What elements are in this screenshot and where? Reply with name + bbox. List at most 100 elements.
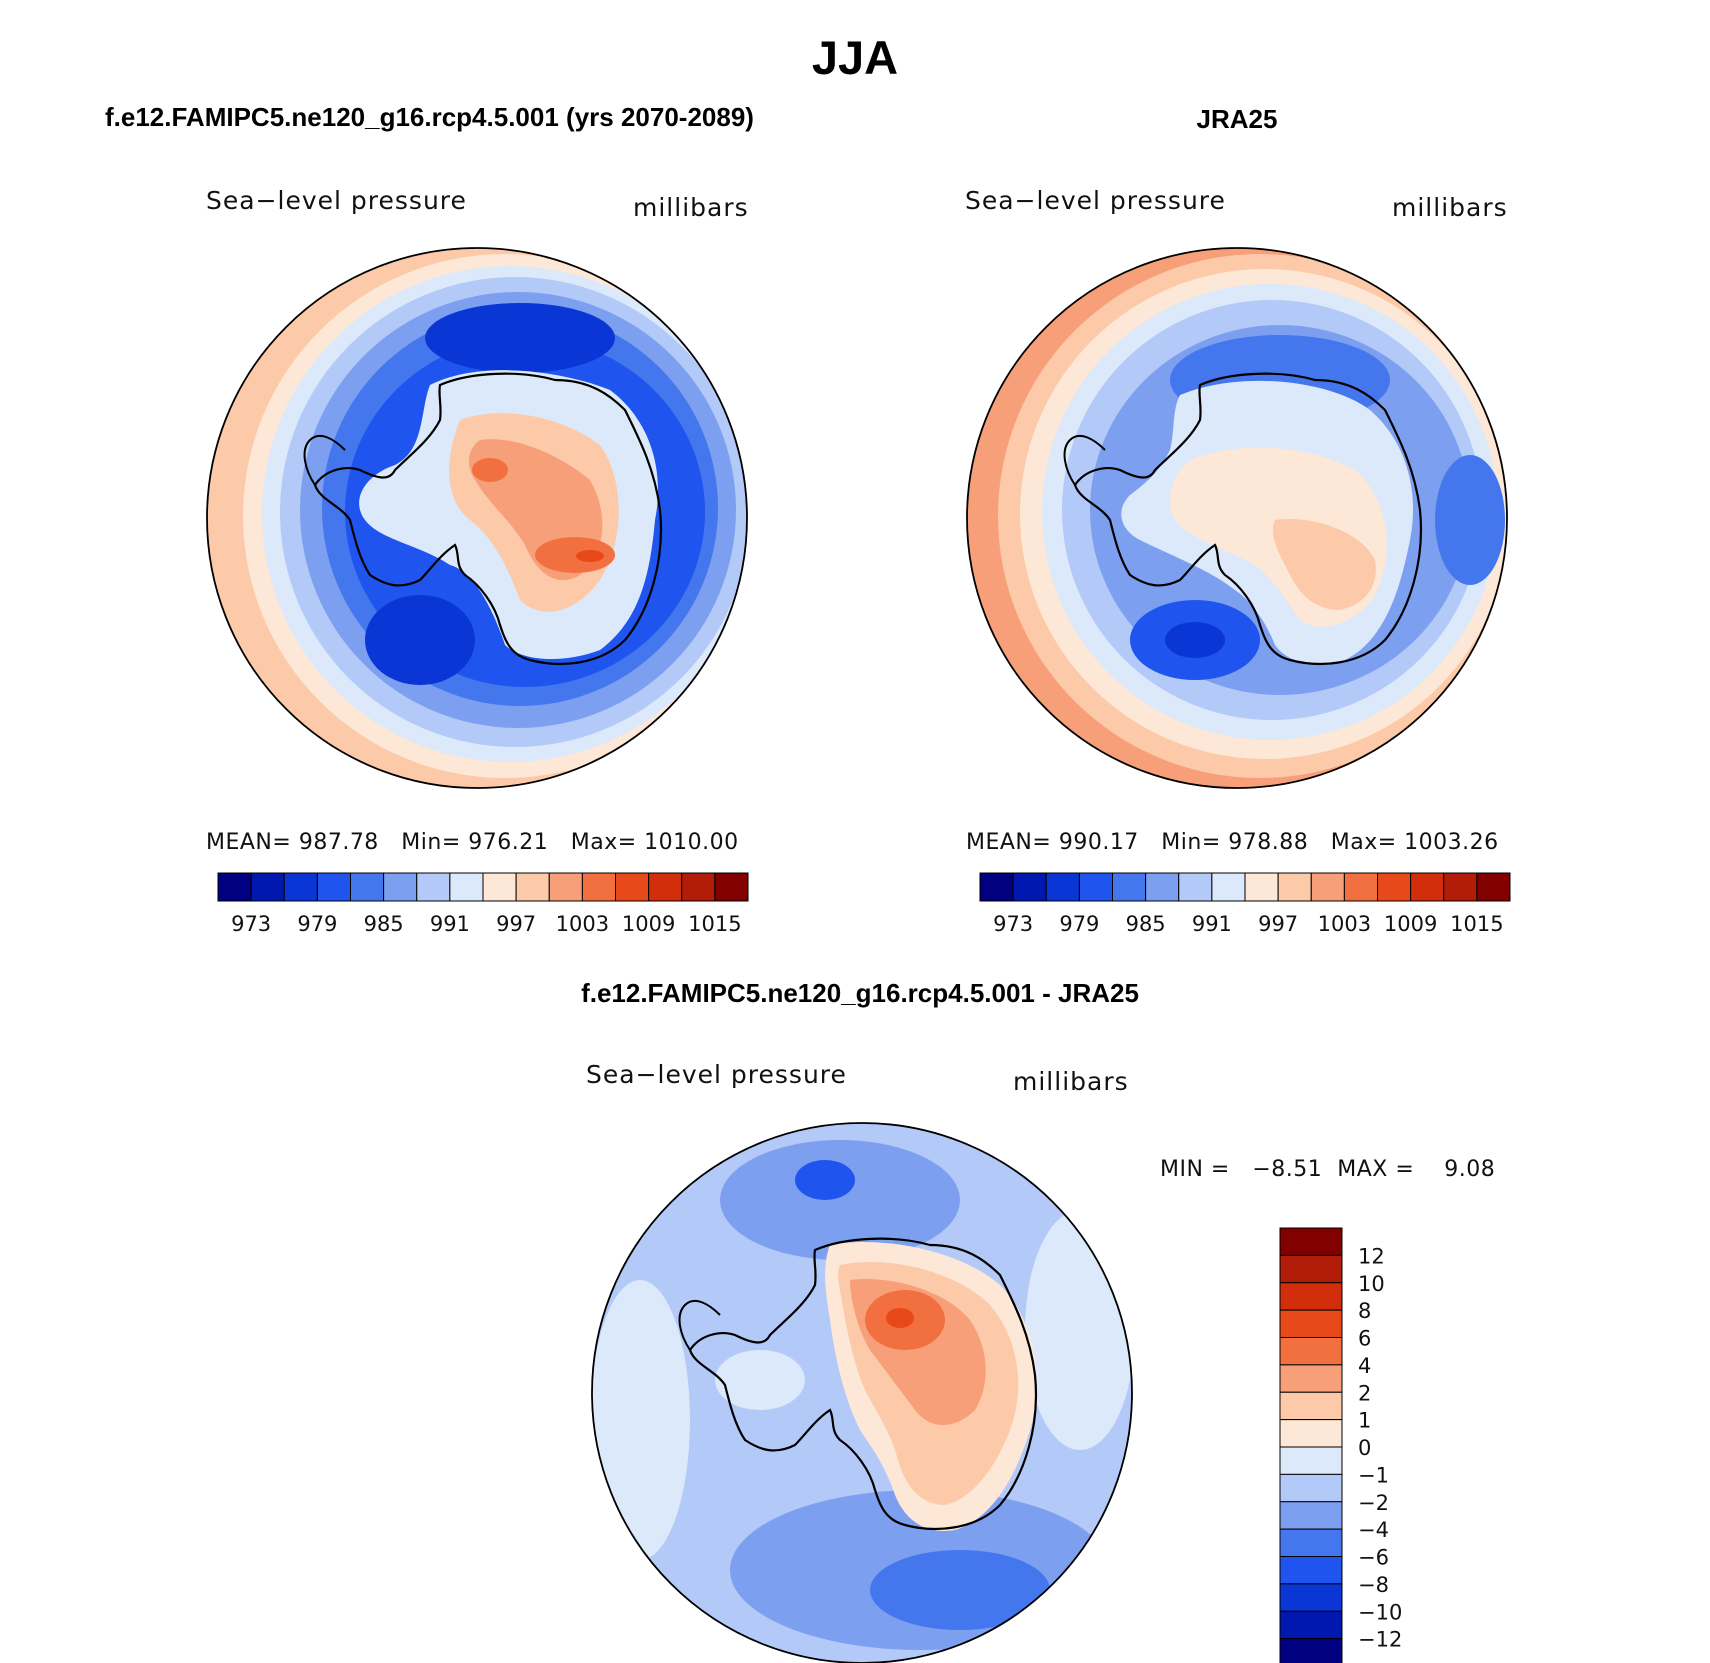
panel-3-field-peninsula-neutral [715, 1350, 805, 1410]
panel-2-colorbar-tick-label: 1003 [1318, 912, 1371, 936]
panel-2-title: JRA25 [1196, 104, 1278, 134]
panel-1-colorbar-box-4 [350, 872, 385, 902]
panel-2-colorbar-box-4 [1112, 872, 1147, 902]
panel-2-variable-label: Sea−level pressure [965, 186, 1226, 215]
panel-1-colorbar-tick-label: 991 [430, 912, 470, 936]
panel-3-colorbar-tick-label: 4 [1358, 1354, 1371, 1378]
panel-1-colorbar-box-9 [515, 872, 550, 902]
panel-1-colorbar-box-15 [714, 872, 749, 902]
panel-3-peninsula-coastline [678, 1299, 721, 1351]
panel-3-colorbar-box-12 [1279, 1556, 1343, 1585]
panel-1-colorbar-tick-label: 1015 [688, 912, 741, 936]
panel-1-colorbar-tick-label: 985 [364, 912, 404, 936]
panel-1-colorbar-box-6 [416, 872, 451, 902]
panel-3-colorbar-tick-label: −12 [1358, 1628, 1402, 1652]
panel-2-colorbar-box-5 [1145, 872, 1180, 902]
panel-3-colorbar-tick-label: −6 [1358, 1546, 1389, 1570]
panel-3-colorbar-tick-label: −2 [1358, 1491, 1389, 1515]
panel-3-title: f.e12.FAMIPC5.ne120_g16.rcp4.5.001 - JRA… [581, 978, 1139, 1008]
panel-1-field-high-4 [472, 458, 508, 482]
panel-2-field-high-2 [1272, 519, 1376, 610]
panel-1-colorbar-tick-label: 973 [231, 912, 271, 936]
panel-1-field-low-south [365, 595, 475, 685]
panel-3-colorbar-tick-label: 2 [1358, 1381, 1371, 1405]
panel-3-field-max [886, 1308, 914, 1328]
panel-1-map-boundary [206, 247, 748, 789]
panel-3-min-label: MIN = [1160, 1157, 1230, 1182]
panel-3-map-boundary [591, 1122, 1133, 1663]
panel-3-colorbar-box-13 [1279, 1583, 1343, 1612]
panel-1-colorbar-box-7 [449, 872, 484, 902]
panel-2-peninsula-coastline [1063, 434, 1106, 486]
panel-3-colorbar-tick-label: 10 [1358, 1272, 1385, 1296]
panel-3-units-label: millibars [1013, 1067, 1129, 1096]
panel-1-antarctica-coastline [313, 372, 662, 665]
figure-title: JJA [811, 31, 899, 84]
panel-3-field-north-neg [720, 1140, 960, 1260]
panel-3-colorbar-box-7 [1279, 1419, 1343, 1448]
panel-3-colorbar-tick-label: −8 [1358, 1573, 1389, 1597]
panel-2-field-low-east [1435, 455, 1505, 585]
panel-1-colorbar-box-14 [681, 872, 716, 902]
panel-3-max-label: MAX = [1337, 1157, 1415, 1182]
panel-1-stats: MEAN= 987.78 Min= 976.21 Max= 1010.00 [206, 830, 739, 855]
panel-2-colorbar-tick-label: 1015 [1450, 912, 1503, 936]
panel-2-colorbar-tick-label: 997 [1258, 912, 1298, 936]
panel-3-min-value: −8.51 [1252, 1157, 1323, 1182]
panel-3-colorbar-tick-label: 12 [1358, 1244, 1385, 1268]
panel-3-field-south-neg-core [870, 1550, 1050, 1630]
panel-2-min-label: Min= [1161, 830, 1221, 855]
panel-2-mean-value: 990.17 [1058, 830, 1139, 855]
panel-3-max-value: 9.08 [1444, 1157, 1496, 1182]
panel-1-field-low-north [425, 303, 615, 373]
panel-3-colorbar-box-6 [1279, 1391, 1343, 1421]
panel-3-colorbar-box-14 [1279, 1610, 1343, 1640]
panel-2-max-value: 1003.26 [1404, 830, 1499, 855]
panel-1-colorbar-box-10 [548, 872, 583, 902]
panel-3-colorbar-box-8 [1279, 1446, 1343, 1475]
panel-3-colorbar-box-9 [1279, 1473, 1343, 1503]
panel-3-colorbar-tick-label: 1 [1358, 1409, 1371, 1433]
panel-1-units-label: millibars [633, 193, 749, 222]
panel-3-field-north-neg-core [795, 1160, 855, 1200]
panel-1-colorbar-box-2 [283, 872, 318, 902]
panel-2-colorbar-box-12 [1377, 872, 1412, 902]
panel-3-field-west-neutral [592, 1280, 690, 1560]
panel-2-colorbar-tick-label: 973 [993, 912, 1033, 936]
panel-3-colorbar-box-15 [1279, 1638, 1343, 1663]
panel-1-mean-value: 987.78 [298, 830, 379, 855]
panel-1-colorbar-box-12 [615, 872, 650, 902]
panel-3-colorbar-box-1 [1279, 1254, 1343, 1284]
panel-3-colorbar-box-4 [1279, 1337, 1343, 1366]
panel-3-colorbar-box-0 [1279, 1227, 1343, 1256]
panel-1-colorbar-tick-label: 979 [297, 912, 337, 936]
panel-2-mean-label: MEAN= [966, 830, 1052, 855]
panel-3-colorbar-tick-label: −4 [1358, 1518, 1389, 1542]
panel-1-peninsula-coastline [303, 434, 346, 486]
panel-3-colorbar-tick-label: 0 [1358, 1436, 1371, 1460]
panel-2-stats: MEAN= 990.17 Min= 978.88 Max= 1003.26 [966, 830, 1499, 855]
panel-2-field-low-south-core [1165, 622, 1225, 658]
panel-3-colorbar-tick-label: −1 [1358, 1463, 1389, 1487]
panel-3-colorbar-tick-label: 6 [1358, 1327, 1371, 1351]
panel-1-colorbar-box-3 [316, 872, 351, 902]
panel-1-min-value: 976.21 [468, 830, 549, 855]
panel-1-max-value: 1010.00 [644, 830, 739, 855]
panel-3-colorbar-box-5 [1279, 1364, 1343, 1393]
panel-1-colorbar-box-13 [648, 872, 683, 902]
panel-1-title: f.e12.FAMIPC5.ne120_g16.rcp4.5.001 (yrs … [105, 102, 754, 132]
panel-3-colorbar-tick-label: 8 [1358, 1299, 1371, 1323]
panel-1-colorbar-box-5 [383, 872, 418, 902]
panel-2-colorbar-box-6 [1178, 872, 1213, 902]
panel-2-colorbar-tick-label: 979 [1059, 912, 1099, 936]
panel-2-min-value: 978.88 [1228, 830, 1309, 855]
panel-1-mean-label: MEAN= [206, 830, 292, 855]
panel-1-colorbar-tick-label: 1009 [622, 912, 675, 936]
panel-2-units-label: millibars [1392, 193, 1508, 222]
panel-2-colorbar-tick-label: 991 [1192, 912, 1232, 936]
